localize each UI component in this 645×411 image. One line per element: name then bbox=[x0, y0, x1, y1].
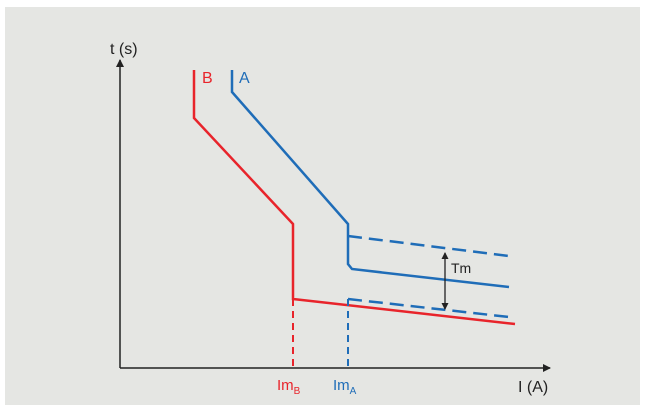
im-b-subscript: B bbox=[294, 386, 301, 397]
im-b-main: Im bbox=[277, 377, 294, 394]
curve-b-label: B bbox=[202, 70, 213, 87]
curve-a-label: A bbox=[239, 70, 250, 87]
y-axis-label: t (s) bbox=[110, 41, 138, 58]
curve-a-line bbox=[230, 70, 510, 289]
curve-a-upper-tolerance bbox=[347, 234, 510, 258]
curve-a-lower-tolerance bbox=[347, 297, 510, 319]
im-a-subscript: A bbox=[350, 386, 357, 397]
x-axis-label: I (A) bbox=[518, 379, 548, 396]
im-a-main: Im bbox=[333, 377, 350, 394]
tm-label: Tm bbox=[451, 260, 471, 276]
diagram-background bbox=[5, 7, 640, 405]
im-a-tick-label: ImA bbox=[333, 377, 357, 397]
im-b-tick-label: ImB bbox=[277, 377, 301, 397]
curve-b-line bbox=[192, 70, 516, 326]
